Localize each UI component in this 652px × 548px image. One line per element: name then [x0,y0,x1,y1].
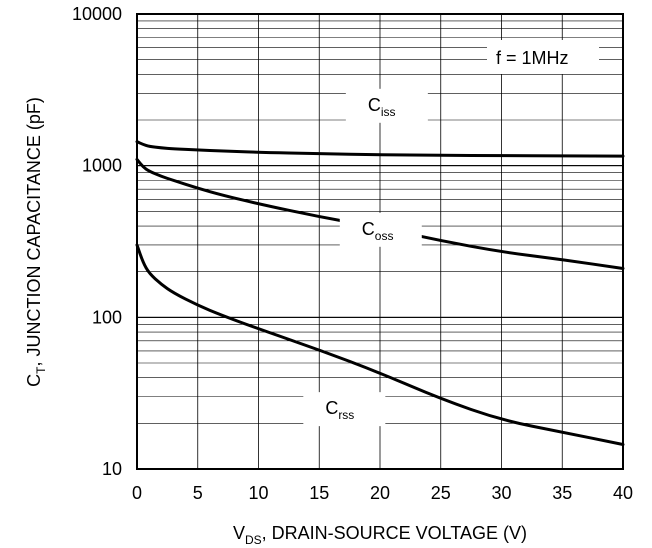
annotation-box [487,40,599,74]
series-label-bg-rss [303,392,386,427]
x-tick-label: 35 [552,483,572,503]
y-tick-label: 1000 [82,156,122,176]
x-tick-label: 10 [248,483,268,503]
y-tick-label: 10 [102,459,122,479]
series-label-rss: Crss [325,398,354,422]
series-label-bg-oss [339,212,422,247]
x-axis-label-sub: DS [245,533,262,547]
curves [135,140,625,447]
x-tick-labels: 0 5 10 15 20 25 30 35 40 [132,483,633,503]
x-tick-label: 40 [613,483,633,503]
x-tick-label: 15 [309,483,329,503]
series-label-bg-iss [345,88,428,123]
series-label-oss: Coss [362,219,394,243]
x-tick-label: 25 [431,483,451,503]
y-tick-label: 100 [92,307,122,327]
series-line-oss [135,157,625,270]
series-line-rss [135,243,625,447]
y-axis-label-rest: , JUNCTION CAPACITANCE (pF) [24,97,44,366]
y-axis-label-sub: T [34,366,48,374]
x-tick-label: 5 [193,483,203,503]
x-tick-label: 20 [370,483,390,503]
plot-frame [136,13,624,470]
y-tick-label: 10000 [72,4,122,24]
frequency-annotation: f = 1MHz [496,48,569,68]
x-axis-label-main: V [233,523,245,543]
series-line-iss [135,140,625,158]
y-axis-label: CT, JUNCTION CAPACITANCE (pF) [24,97,48,387]
x-tick-label: 30 [491,483,511,503]
y-axis-label-main: C [24,374,44,387]
y-tick-labels: 10 100 1000 10000 [72,4,122,479]
series-label-iss: Ciss [368,95,396,119]
curve-labels: Ciss Coss Crss [303,88,428,427]
x-axis-label: VDS, DRAIN-SOURCE VOLTAGE (V) [233,523,527,547]
x-axis-label-rest: , DRAIN-SOURCE VOLTAGE (V) [262,523,527,543]
x-tick-label: 0 [132,483,142,503]
